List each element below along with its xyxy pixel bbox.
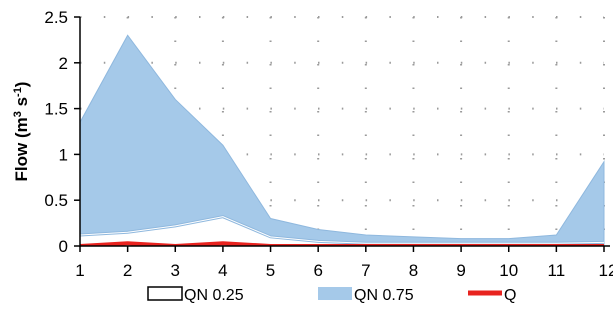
y-tick-label: 1.5: [44, 100, 68, 119]
x-tick-label: 11: [548, 261, 566, 280]
y-axis-label: Flow (m3 s-1): [12, 82, 31, 182]
y-tick-label: 0.5: [44, 191, 68, 210]
series-areas: [80, 34, 605, 246]
legend-item: QN 0.25: [147, 286, 244, 304]
x-tick-label: 9: [456, 261, 465, 280]
series-area-qn-0.25: [80, 216, 604, 246]
series-line-qn-0.25: [80, 216, 605, 244]
legend-item: QN 0.75: [318, 287, 414, 304]
y-tick-label: 0: [59, 237, 68, 256]
legend-label: Q: [504, 287, 516, 304]
x-tick-label: 1: [75, 261, 84, 280]
grid: [80, 16, 605, 246]
x-tick-label: 4: [218, 261, 227, 280]
legend-item: Q: [468, 287, 516, 304]
x-tick-label: 6: [313, 261, 322, 280]
x-tick-label: 12: [599, 261, 613, 280]
x-tick-label: 5: [266, 261, 275, 280]
x-tick-label: 8: [409, 261, 418, 280]
axes: [74, 16, 610, 252]
legend-swatch-qn-0.25: [147, 286, 183, 301]
legend-label: QN 0.25: [184, 287, 244, 304]
x-tick-label: 10: [499, 261, 518, 280]
legend-swatch-qn-0.75: [318, 287, 352, 300]
legend-label: QN 0.75: [354, 287, 414, 304]
x-tick-label: 7: [361, 261, 370, 280]
legend: QN 0.25 QN 0.75 Q: [147, 286, 516, 304]
y-axis-label: Flow (m3 s-1): [12, 82, 31, 182]
x-tick-label: 3: [171, 261, 180, 280]
series-area-qn-0.75: [80, 34, 605, 246]
y-tick-label: 2: [59, 54, 68, 73]
y-tick-label: 2.5: [44, 8, 68, 27]
x-tick-label: 2: [123, 261, 132, 280]
y-tick-label: 1: [59, 145, 68, 164]
